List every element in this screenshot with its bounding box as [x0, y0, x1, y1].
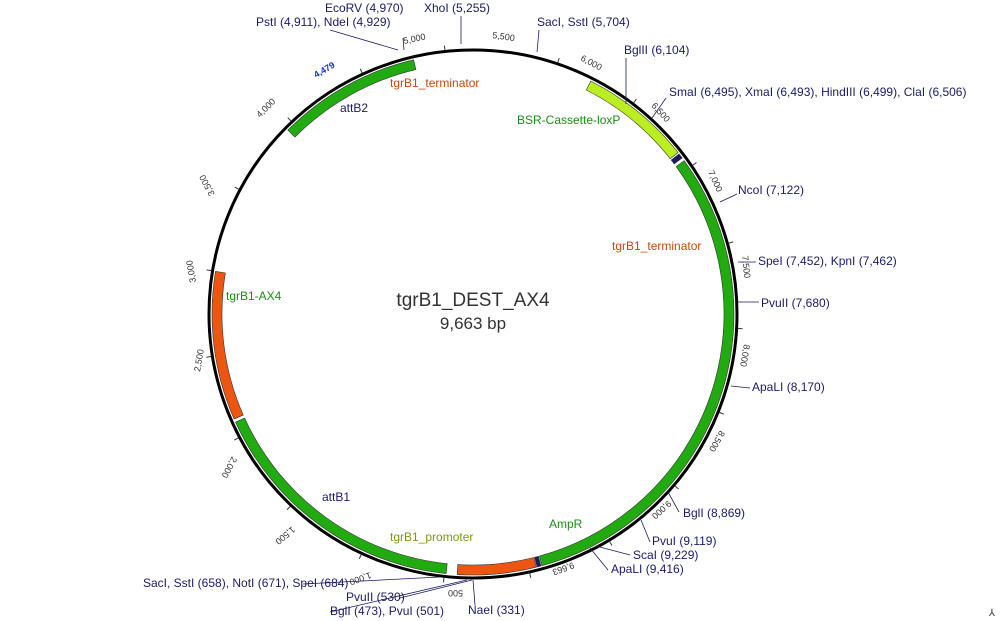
tick-mark — [358, 554, 362, 560]
feature-label-tgrB1-terminator-top[interactable]: tgrB1_terminator — [390, 76, 479, 90]
site-label-pvuii-right[interactable]: PvuII (7,680) — [761, 296, 830, 310]
tick-label: 8,000 — [738, 344, 752, 368]
ticks-layer — [206, 45, 743, 583]
site-leader-line — [472, 579, 476, 606]
feature-label-ampr[interactable]: AmpR — [549, 517, 583, 531]
tick-mark — [529, 572, 532, 578]
corner-glyph: ⅄ — [988, 608, 995, 619]
tick-mark — [359, 68, 363, 74]
site-label-bgli-8869[interactable]: BglI (8,869) — [683, 506, 745, 520]
site-label-naei[interactable]: NaeI (331) — [468, 603, 525, 617]
plasmid-name: tgrB1_DEST_AX4 — [396, 290, 550, 311]
site-leader-line — [730, 385, 751, 389]
tick-label: 7,500 — [740, 255, 752, 278]
tick-mark — [234, 186, 240, 190]
plasmid-length: 9,663 bp — [440, 314, 506, 333]
site-leader-line — [399, 579, 473, 599]
site-label-apali-8170[interactable]: ApaLI (8,170) — [752, 380, 825, 394]
site-label-psti-ndei[interactable]: PstI (4,911), NdeI (4,929) — [256, 15, 391, 29]
tick-label: 7,000 — [706, 169, 724, 194]
tick-label: 3,000 — [184, 259, 198, 283]
site-label-apali-9416[interactable]: ApaLI (9,416) — [611, 562, 684, 576]
site-label-xhoi[interactable]: XhoI (5,255) — [424, 1, 490, 15]
feature-arc-tgrB1-AX4[interactable] — [538, 160, 735, 567]
tick-label: 4,000 — [254, 96, 277, 119]
backbone-circle — [207, 48, 739, 580]
site-label-pvui-9119[interactable]: PvuI (9,119) — [652, 534, 716, 548]
site-label-bgli-pvui[interactable]: BglI (473), PvuI (501) — [330, 604, 444, 618]
tick-mark — [692, 162, 697, 166]
site-label-spei-kpni[interactable]: SpeI (7,452), KpnI (7,462) — [758, 254, 897, 268]
feature-label-tgrB1-promoter[interactable]: tgrB1_promoter — [390, 530, 473, 544]
site-label-smai-xmai-hindiii-clai[interactable]: SmaI (6,495), XmaI (6,493), HindIII (6,4… — [669, 85, 966, 99]
site-label-ecorv[interactable]: EcoRV (4,970) — [325, 1, 404, 15]
tick-mark — [557, 57, 560, 64]
tick-label: 2,500 — [192, 348, 206, 372]
tick-mark — [728, 241, 734, 244]
tick-label: 2,000 — [220, 455, 239, 480]
tick-mark — [443, 45, 446, 51]
site-label-saci-noti-spei[interactable]: SacI, SstI (658), NotI (671), SpeI (684) — [143, 576, 348, 590]
feature-arc-attB1[interactable] — [670, 153, 683, 165]
site-leader-line — [302, 576, 441, 585]
tick-mark — [718, 411, 724, 415]
site-label-ncoi[interactable]: NcoI (7,122) — [738, 183, 804, 197]
tick-label: 5,000 — [402, 31, 426, 45]
site-label-saci-ssti-top[interactable]: SacI, SstI (5,704) — [537, 15, 630, 29]
feature-arc-BSR-Cassette-loxP[interactable] — [235, 417, 448, 574]
position-marker-label: 4,479 — [312, 60, 337, 80]
site-label-pvuii-bottom[interactable]: PvuII (530) — [346, 590, 405, 604]
site-leader-line — [595, 545, 631, 556]
tick-mark — [442, 577, 445, 583]
feature-label-tgrB1-AX4[interactable]: tgrB1-AX4 — [226, 289, 282, 303]
feature-arc-tgrB1_terminator_right[interactable] — [211, 270, 244, 420]
tick-mark — [608, 540, 613, 546]
tick-mark — [287, 117, 292, 122]
site-leader-line — [667, 491, 680, 513]
feature-label-tgrB1-terminator-right[interactable]: tgrB1_terminator — [612, 239, 701, 253]
tick-label: 5,500 — [492, 30, 516, 43]
site-leader-line — [651, 97, 667, 119]
site-label-bglii[interactable]: BglII (6,104) — [624, 43, 689, 57]
features-layer — [211, 59, 735, 576]
tick-mark — [674, 485, 679, 490]
sites-layer — [302, 16, 759, 613]
tick-mark — [286, 505, 291, 511]
feature-arc-AmpR[interactable] — [287, 59, 417, 138]
tick-label: 1,500 — [273, 524, 297, 546]
site-leader-line — [329, 579, 468, 613]
tick-mark — [633, 98, 637, 104]
site-leader-line — [640, 519, 651, 543]
site-leader-line — [719, 193, 738, 203]
tick-label: 3,500 — [197, 173, 216, 198]
feature-arc-tgrB1_terminator_top[interactable] — [456, 557, 537, 576]
tick-mark — [206, 355, 212, 358]
tick-label: 6,000 — [579, 53, 604, 72]
feature-arc-tgrB1_promoter[interactable] — [585, 80, 679, 160]
feature-label-bsr-cassette-loxp[interactable]: BSR-Cassette-loxP — [517, 113, 620, 127]
feature-label-attB2[interactable]: attB2 — [340, 101, 368, 115]
tick-label: 1,000 — [348, 570, 373, 587]
tick-label: 500 — [448, 588, 463, 598]
site-leader-line — [329, 29, 399, 51]
site-label-scai[interactable]: ScaI (9,229) — [633, 548, 698, 562]
site-leader-line — [402, 37, 405, 51]
site-leader-line — [536, 29, 540, 53]
feature-arc-attB2[interactable] — [534, 555, 542, 568]
feature-label-attB1[interactable]: attB1 — [322, 490, 350, 504]
tick-mark — [234, 437, 239, 441]
site-leader-line — [589, 547, 609, 571]
tick-mark — [206, 269, 212, 272]
